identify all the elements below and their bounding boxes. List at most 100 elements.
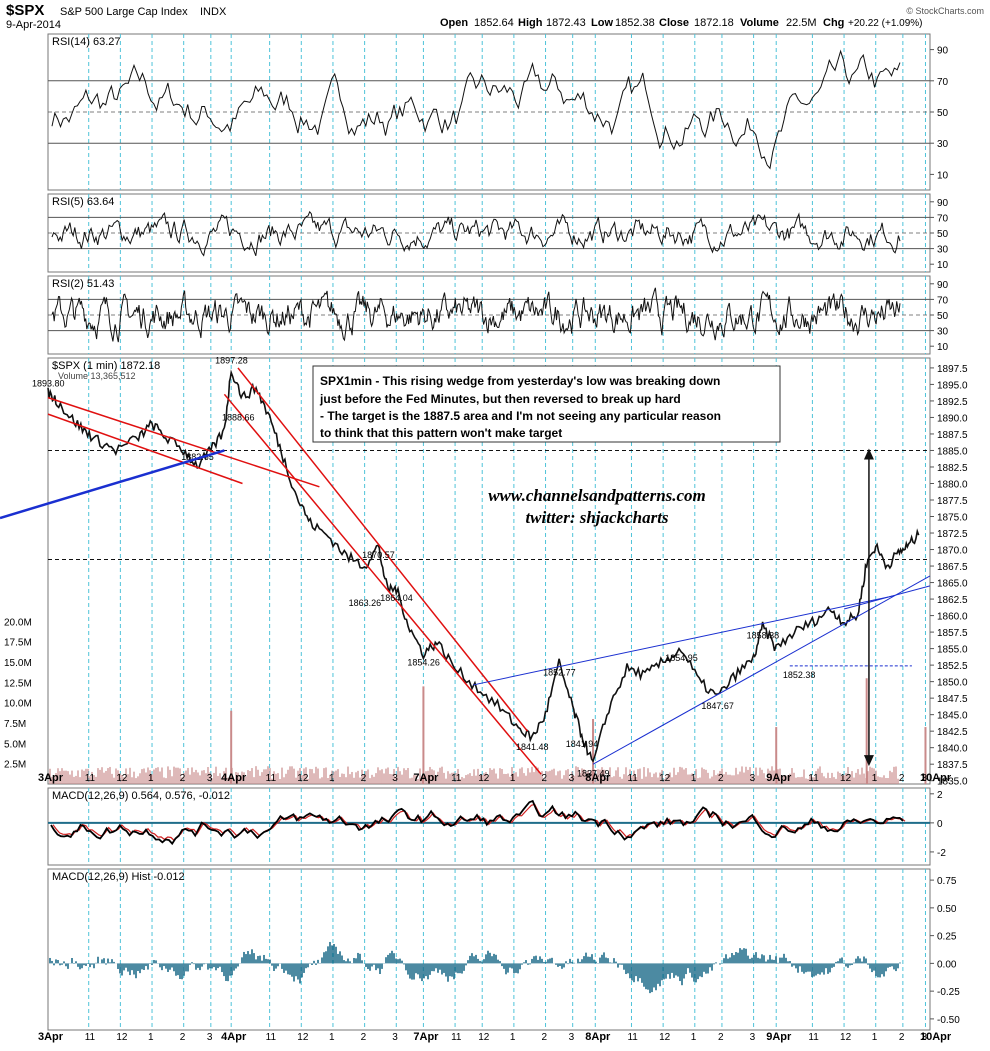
x-tick-label: 1 (510, 1032, 516, 1043)
price-label: 1863.26 (349, 598, 382, 608)
open-value: 1852.64 (474, 17, 514, 29)
x-tick-label: 10Apr (920, 772, 952, 784)
y-tick-label: 10 (937, 260, 949, 271)
panel-subtitle: Volume 13,365,512 (58, 371, 136, 381)
price-label: 1852.38 (783, 670, 816, 680)
volume-value: 22.5M (786, 17, 817, 29)
x-tick-label: 12 (659, 773, 671, 784)
annotation-line-3: - The target is the 1887.5 area and I'm … (320, 409, 721, 423)
panel-title: RSI(14) 63.27 (52, 36, 120, 48)
y-tick-label: 1835.0 (937, 777, 968, 788)
y-tick-label: 1890.0 (937, 413, 968, 424)
price-label: 1888.66 (222, 412, 255, 422)
red-trendline (47, 396, 320, 488)
y-tick-label: 1867.5 (937, 562, 968, 573)
volume-bars (49, 678, 927, 784)
volume-tick-label: 5.0M (4, 739, 26, 750)
panel-rsi2: 90 70 50 30 10 RSI(2) 51.43 (47, 275, 949, 355)
y-tick-label: 1847.5 (937, 694, 968, 705)
watermark-site: www.channelsandpatterns.com (488, 486, 706, 505)
volume-tick-label: 17.5M (4, 638, 32, 649)
x-tick-label: 4Apr (221, 1031, 247, 1043)
price-label: 1852.77 (543, 667, 576, 677)
panel-title: RSI(5) 63.64 (52, 196, 114, 208)
x-tick-label: 7Apr (413, 1031, 439, 1043)
y-tick-label: 1862.5 (937, 595, 968, 606)
annotation-line-2: just before the Fed Minutes, but then re… (319, 392, 681, 406)
x-tick-label: 11 (266, 1032, 277, 1043)
y-tick-label: 1845.0 (937, 711, 968, 722)
x-tick-label: 11 (85, 773, 96, 784)
target-arrowhead-bottom (863, 755, 874, 767)
panel-rsi5: 90 70 50 30 10 RSI(5) 63.64 (47, 193, 949, 273)
price-label: 1870.57 (362, 550, 395, 560)
y-tick-label: 1887.5 (937, 430, 968, 441)
x-tick-label: 2 (180, 1032, 186, 1043)
price-label: 1897.28 (215, 355, 248, 365)
volume-tick-label: 10.0M (4, 699, 32, 710)
x-tick-label: 2 (718, 773, 724, 784)
y-tick-label: 0.75 (937, 876, 957, 887)
y-tick-label: 30 (937, 139, 949, 150)
x-tick-label: 11 (451, 1032, 462, 1043)
close-label: Close (659, 17, 689, 29)
x-tick-label: 1 (510, 773, 516, 784)
x-tick-label: 9Apr (766, 1031, 792, 1043)
y-tick-label: 2 (937, 790, 943, 801)
y-tick-label: 1872.5 (937, 529, 968, 540)
y-tick-label: 70 (937, 77, 949, 88)
x-tick-label: 11 (627, 773, 638, 784)
macd-signal-line (52, 803, 906, 842)
annotation-line-4: to think that this pattern won't make ta… (320, 426, 562, 440)
y-tick-label: 30 (937, 327, 949, 338)
y-tick-label: 1842.5 (937, 727, 968, 738)
y-tick-label: 1850.0 (937, 678, 968, 689)
blue-trendline (843, 585, 931, 610)
price-label: 1841.48 (516, 742, 549, 752)
x-tick-label: 11 (808, 1032, 819, 1043)
y-tick-label: 1865.0 (937, 579, 968, 590)
price-label: 1864.04 (380, 593, 413, 603)
x-tick-label: 1 (329, 1032, 335, 1043)
y-tick-label: 1875.0 (937, 513, 968, 524)
y-tick-label: 1882.5 (937, 463, 968, 474)
y-tick-label: 1857.5 (937, 628, 968, 639)
high-label: High (518, 17, 543, 29)
x-tick-label: 2 (718, 1032, 724, 1043)
x-tick-label: 11 (627, 1032, 638, 1043)
panel-title: $SPX (1 min) 1872.18 (52, 360, 160, 372)
x-tick-label: 3Apr (38, 1031, 64, 1043)
x-tick-label: 3 (750, 773, 756, 784)
x-tick-label: 12 (659, 1032, 671, 1043)
x-tick-label: 12 (478, 773, 490, 784)
panel-macd: 2 0 -2 MACD(12,26,9) 0.564, 0.576, -0.012 (47, 787, 946, 866)
y-tick-label: 50 (937, 229, 949, 240)
y-tick-label: 1840.0 (937, 744, 968, 755)
y-tick-label: 1885.0 (937, 446, 968, 457)
y-tick-label: 70 (937, 295, 949, 306)
panel-hist: 0.75 0.50 0.25 0.00 -0.25 -0.50 MACD(12,26,9) … (47, 868, 960, 1031)
y-tick-label: 1855.0 (937, 645, 968, 656)
x-tick-label: 3Apr (38, 772, 64, 784)
volume-tick-label: 20.0M (4, 617, 32, 628)
blue-support-trendline (0, 449, 225, 520)
volume-tick-label: 15.0M (4, 658, 32, 669)
x-tick-label: 3 (750, 1032, 756, 1043)
y-tick-label: 50 (937, 108, 949, 119)
annotation-box: SPX1min - This rising wedge from yesterd… (312, 365, 781, 443)
volume-tick-label: 2.5M (4, 760, 26, 771)
red-trendline (237, 367, 529, 732)
panel-frame (47, 868, 931, 1031)
credit: © StockCharts.com (906, 6, 984, 16)
x-tick-label: 1 (329, 773, 335, 784)
annotation-line-1: SPX1min - This rising wedge from yesterd… (320, 374, 720, 388)
price-label: 1893.80 (32, 378, 65, 388)
y-tick-label: 90 (937, 280, 949, 291)
x-tick-label: 3 (207, 773, 213, 784)
open-label: Open (440, 17, 468, 29)
blue-trendline (473, 595, 894, 686)
y-tick-label: 70 (937, 213, 949, 224)
y-tick-label: 0.00 (937, 959, 957, 970)
low-value: 1852.38 (615, 17, 655, 29)
